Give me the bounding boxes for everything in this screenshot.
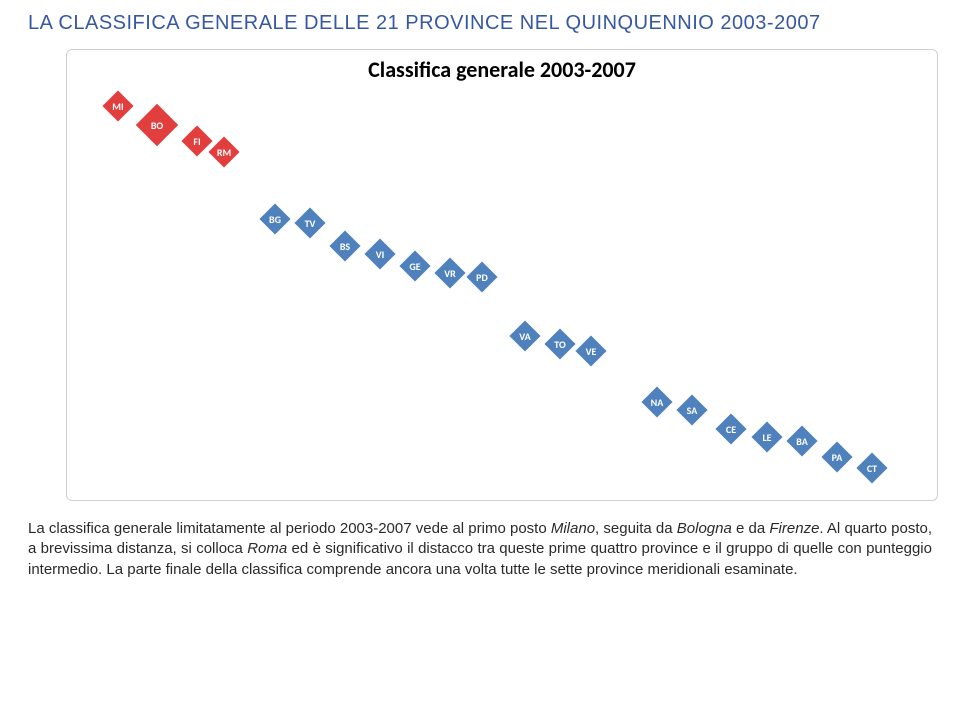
chart-marker-label: CE <box>720 418 742 440</box>
chart-marker-label: SA <box>681 399 703 421</box>
para-em-roma: Roma <box>247 540 287 557</box>
chart-marker: RM <box>208 137 239 168</box>
chart-marker-label: NA <box>646 391 668 413</box>
page-title: LA CLASSIFICA GENERALE DELLE 21 PROVINCE… <box>28 12 932 35</box>
chart-marker: BG <box>259 203 290 234</box>
chart-marker: MI <box>103 90 134 121</box>
para-text: , seguita da <box>595 520 677 537</box>
para-em-milano: Milano <box>551 520 595 537</box>
para-em-firenze: Firenze <box>769 520 819 537</box>
chart-marker-label: TO <box>549 333 571 355</box>
chart-marker: LE <box>751 422 782 453</box>
chart-marker-label: VR <box>439 262 461 284</box>
chart-marker-label: GE <box>404 255 426 277</box>
chart-marker-label: VI <box>369 243 391 265</box>
chart-marker-label: MI <box>107 95 129 117</box>
para-em-bologna: Bologna <box>677 520 732 537</box>
chart-marker-label: PD <box>471 266 493 288</box>
chart-marker: VE <box>575 336 606 367</box>
chart-marker-label: BG <box>264 208 286 230</box>
chart-marker-label: FI <box>186 130 208 152</box>
chart-marker: TO <box>544 328 575 359</box>
chart-marker-label: RM <box>213 141 235 163</box>
chart-title: Classifica generale 2003-2007 <box>67 56 937 83</box>
chart-plot-area: MI BO FIRM BG TV BS VI GE VR PD VA TO VE NA SA CE LE BA PA… <box>95 90 915 480</box>
chart-marker-label: VA <box>514 325 536 347</box>
chart-marker: BA <box>786 425 817 456</box>
chart-marker: VI <box>364 238 395 269</box>
chart-marker: PA <box>821 441 852 472</box>
chart-marker-label: PA <box>826 446 848 468</box>
chart-marker-label: CT <box>861 457 883 479</box>
chart-marker-label: LE <box>756 426 778 448</box>
chart-marker: PD <box>466 262 497 293</box>
chart-marker: BO <box>136 104 178 146</box>
chart-marker-label: VE <box>580 340 602 362</box>
chart-marker: GE <box>400 250 431 281</box>
chart-marker: CT <box>856 453 887 484</box>
chart-marker-label: BO <box>142 110 172 140</box>
body-paragraph: La classifica generale limitatamente al … <box>28 519 932 580</box>
chart-marker-label: BA <box>791 430 813 452</box>
para-text: La classifica generale limitatamente al … <box>28 520 551 537</box>
chart-marker: BS <box>329 230 360 261</box>
chart-marker-label: BS <box>334 235 356 257</box>
chart-marker-label: TV <box>299 212 321 234</box>
chart-marker: VA <box>509 320 540 351</box>
chart-marker: SA <box>677 394 708 425</box>
chart-marker: CE <box>716 414 747 445</box>
ranking-chart: Classifica generale 2003-2007 MI BO FIRM BG… <box>66 49 938 501</box>
para-text: e da <box>732 520 770 537</box>
chart-marker: NA <box>642 386 673 417</box>
chart-marker: VR <box>435 258 466 289</box>
chart-marker: TV <box>294 207 325 238</box>
